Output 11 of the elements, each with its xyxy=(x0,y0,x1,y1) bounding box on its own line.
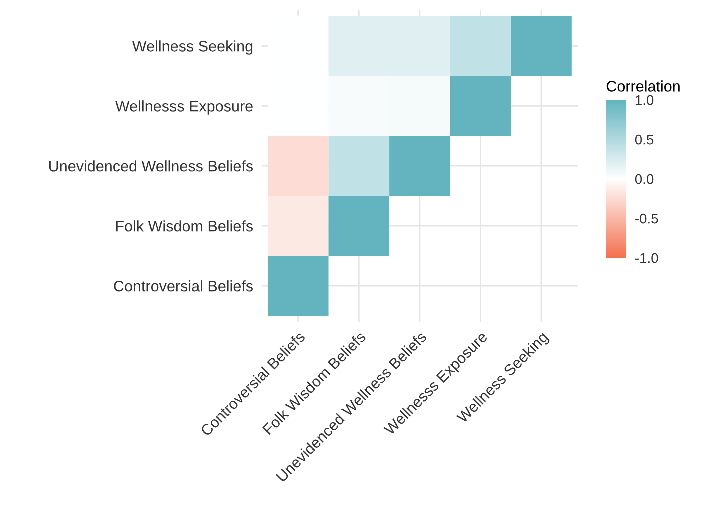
color-bar-title: Correlation xyxy=(606,80,680,92)
color-bar-label: -1.0 xyxy=(636,253,658,264)
color-bar-label: -0.5 xyxy=(636,214,658,224)
y-tick-label: Unevidenced Wellness Beliefs xyxy=(50,160,254,172)
color-bar-label: 1.0 xyxy=(636,95,654,106)
color-bar-label: 0.0 xyxy=(635,174,654,184)
y-tick-label: Folk Wisdom Beliefs xyxy=(116,220,254,232)
y-tick-label: Wellnesss Exposure xyxy=(115,100,253,115)
y-tick-label: Wellness Seeking xyxy=(132,40,253,55)
color-bar-label: 0.5 xyxy=(635,134,654,145)
y-tick-label: Controversial Beliefs xyxy=(114,280,254,292)
